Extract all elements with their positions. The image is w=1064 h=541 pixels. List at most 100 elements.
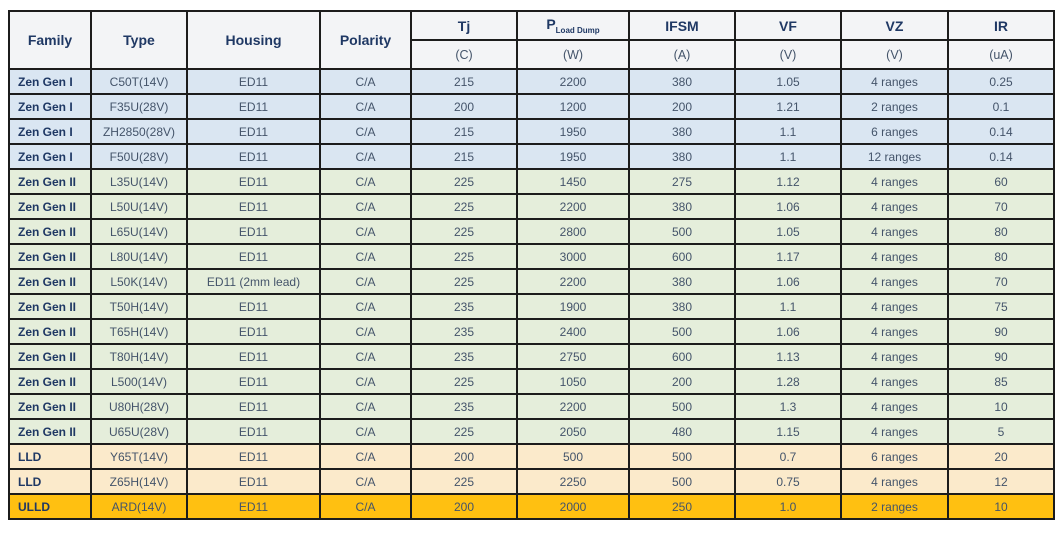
diode-spec-table: Family Type Housing Polarity Tj PLoad Du…: [8, 10, 1055, 520]
cell-polarity: C/A: [319, 318, 412, 345]
cell-tj: 200: [410, 93, 518, 120]
cell-housing: ED11: [186, 118, 321, 145]
cell-type: ZH2850(28V): [90, 118, 188, 145]
table-row: Zen Gen I F50U(28V) ED11 C/A 215 1950 38…: [8, 143, 1055, 170]
cell-vz: 4 ranges: [840, 343, 949, 370]
cell-ir: 80: [947, 243, 1055, 270]
cell-pload: 500: [516, 443, 630, 470]
cell-ifsm: 380: [628, 268, 736, 295]
cell-type: F50U(28V): [90, 143, 188, 170]
cell-housing: ED11: [186, 193, 321, 220]
cell-polarity: C/A: [319, 168, 412, 195]
cell-vf: 1.1: [734, 118, 842, 145]
table-row: LLD Y65T(14V) ED11 C/A 200 500 500 0.7 6…: [8, 443, 1055, 470]
cell-family: Zen Gen II: [8, 368, 92, 395]
cell-type: F35U(28V): [90, 93, 188, 120]
cell-type: T80H(14V): [90, 343, 188, 370]
cell-vf: 1.1: [734, 143, 842, 170]
cell-type: ARD(14V): [90, 493, 188, 520]
cell-vz: 12 ranges: [840, 143, 949, 170]
cell-housing: ED11: [186, 93, 321, 120]
cell-ir: 60: [947, 168, 1055, 195]
cell-polarity: C/A: [319, 493, 412, 520]
cell-housing: ED11: [186, 143, 321, 170]
cell-vf: 1.15: [734, 418, 842, 445]
cell-tj: 235: [410, 343, 518, 370]
cell-ifsm: 500: [628, 443, 736, 470]
unit-pload: (W): [516, 39, 630, 70]
cell-ifsm: 380: [628, 193, 736, 220]
cell-pload: 3000: [516, 243, 630, 270]
cell-type: T65H(14V): [90, 318, 188, 345]
cell-vz: 4 ranges: [840, 168, 949, 195]
cell-type: L50K(14V): [90, 268, 188, 295]
table-row: Zen Gen I C50T(14V) ED11 C/A 215 2200 38…: [8, 68, 1055, 95]
cell-housing: ED11: [186, 168, 321, 195]
cell-tj: 225: [410, 193, 518, 220]
cell-ifsm: 600: [628, 243, 736, 270]
cell-family: Zen Gen II: [8, 293, 92, 320]
cell-polarity: C/A: [319, 268, 412, 295]
header-row-units: (C) (W) (A) (V) (V) (uA): [9, 39, 1055, 70]
col-header-vf: VF: [734, 10, 842, 41]
cell-pload: 1200: [516, 93, 630, 120]
cell-vf: 1.21: [734, 93, 842, 120]
pload-symbol: P: [546, 16, 556, 33]
table-row: Zen Gen II L50K(14V) ED11 (2mm lead) C/A…: [8, 268, 1055, 295]
cell-type: U80H(28V): [90, 393, 188, 420]
cell-family: ULLD: [8, 493, 92, 520]
cell-ir: 75: [947, 293, 1055, 320]
cell-tj: 215: [410, 143, 518, 170]
cell-ifsm: 275: [628, 168, 736, 195]
col-header-vz: VZ: [840, 10, 949, 41]
cell-ir: 10: [947, 493, 1055, 520]
col-header-type: Type: [90, 10, 188, 70]
cell-ifsm: 380: [628, 293, 736, 320]
cell-polarity: C/A: [319, 343, 412, 370]
cell-vf: 1.05: [734, 218, 842, 245]
cell-ifsm: 380: [628, 118, 736, 145]
unit-vz: (V): [840, 39, 949, 70]
cell-housing: ED11: [186, 218, 321, 245]
cell-housing: ED11: [186, 368, 321, 395]
cell-family: Zen Gen I: [8, 118, 92, 145]
table-row: Zen Gen I F35U(28V) ED11 C/A 200 1200 20…: [8, 93, 1055, 120]
col-header-housing: Housing: [186, 10, 321, 70]
cell-vf: 1.05: [734, 68, 842, 95]
cell-pload: 2200: [516, 68, 630, 95]
table-row: ULLD ARD(14V) ED11 C/A 200 2000 250 1.0 …: [8, 493, 1055, 520]
cell-housing: ED11: [186, 393, 321, 420]
cell-vf: 1.1: [734, 293, 842, 320]
cell-pload: 1950: [516, 118, 630, 145]
header-row-names: Family Type Housing Polarity Tj PLoad Du…: [8, 10, 1055, 70]
cell-housing: ED11: [186, 443, 321, 470]
cell-housing: ED11: [186, 318, 321, 345]
cell-family: Zen Gen I: [8, 68, 92, 95]
cell-tj: 215: [410, 118, 518, 145]
table-row: Zen Gen II L65U(14V) ED11 C/A 225 2800 5…: [8, 218, 1055, 245]
cell-vz: 4 ranges: [840, 318, 949, 345]
cell-tj: 225: [410, 243, 518, 270]
table-row: Zen Gen II U80H(28V) ED11 C/A 235 2200 5…: [8, 393, 1055, 420]
cell-polarity: C/A: [319, 193, 412, 220]
cell-ir: 70: [947, 268, 1055, 295]
col-header-pload: PLoad Dump: [516, 10, 630, 41]
cell-ifsm: 380: [628, 68, 736, 95]
cell-housing: ED11: [186, 418, 321, 445]
cell-pload: 2000: [516, 493, 630, 520]
cell-vz: 4 ranges: [840, 243, 949, 270]
cell-ir: 90: [947, 343, 1055, 370]
cell-polarity: C/A: [319, 68, 412, 95]
cell-ifsm: 250: [628, 493, 736, 520]
cell-pload: 2750: [516, 343, 630, 370]
cell-vf: 0.75: [734, 468, 842, 495]
cell-vf: 1.28: [734, 368, 842, 395]
col-header-family: Family: [8, 10, 92, 70]
cell-family: Zen Gen II: [8, 418, 92, 445]
cell-ifsm: 480: [628, 418, 736, 445]
cell-pload: 1050: [516, 368, 630, 395]
cell-tj: 200: [410, 493, 518, 520]
cell-vf: 1.12: [734, 168, 842, 195]
cell-pload: 2050: [516, 418, 630, 445]
cell-vz: 4 ranges: [840, 218, 949, 245]
